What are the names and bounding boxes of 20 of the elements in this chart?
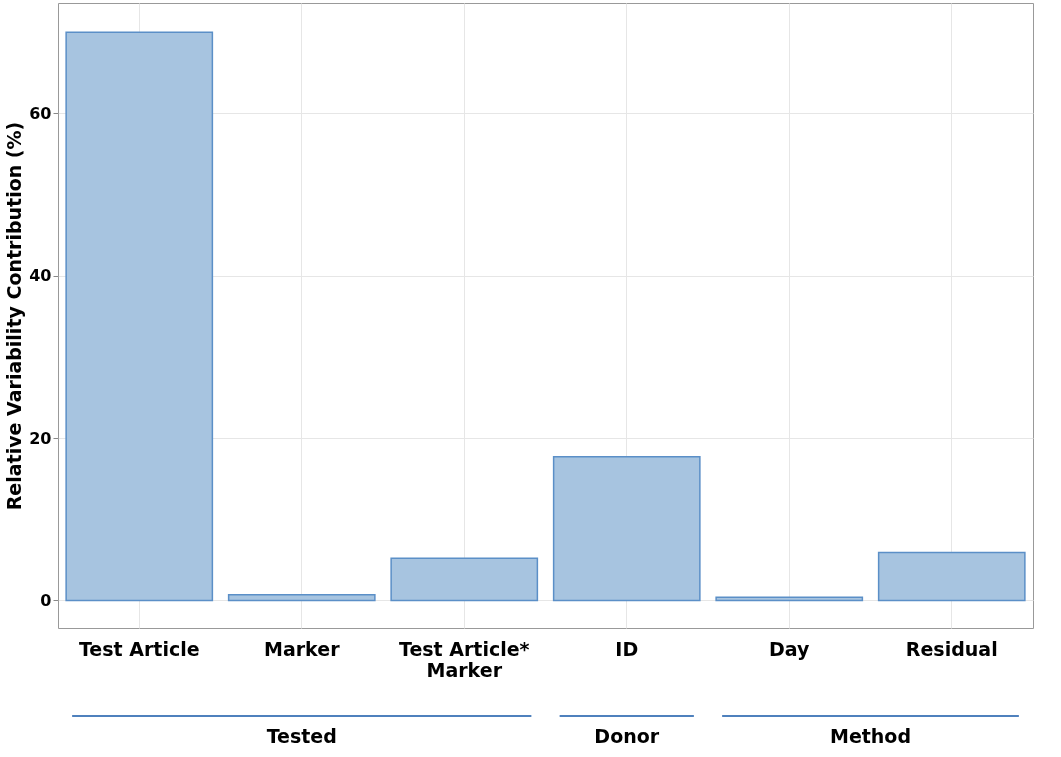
bar <box>390 557 539 602</box>
x-tick-label: Test Article <box>78 637 200 660</box>
x-tick-label: Marker <box>264 637 341 660</box>
x-tick-label: Day <box>769 637 811 660</box>
bar <box>877 551 1026 602</box>
text: Donor <box>594 725 660 747</box>
x-tick-label: Residual <box>905 637 998 660</box>
y-tick-label: 60 <box>29 103 52 123</box>
bar <box>715 596 864 602</box>
text: Tested <box>266 725 337 747</box>
x-tick-label: Test Article* Marker <box>398 637 530 681</box>
y-tick-label: 40 <box>29 266 52 286</box>
bar <box>65 31 214 602</box>
y-tick-label: 0 <box>40 590 52 610</box>
bar <box>227 593 376 602</box>
x-tick-label: ID <box>615 637 639 660</box>
y-tick-label: 20 <box>29 428 52 448</box>
y-axis-title: Relative Variability Contribution (%) <box>3 121 26 511</box>
text: Method <box>829 725 912 747</box>
bar <box>552 455 701 602</box>
